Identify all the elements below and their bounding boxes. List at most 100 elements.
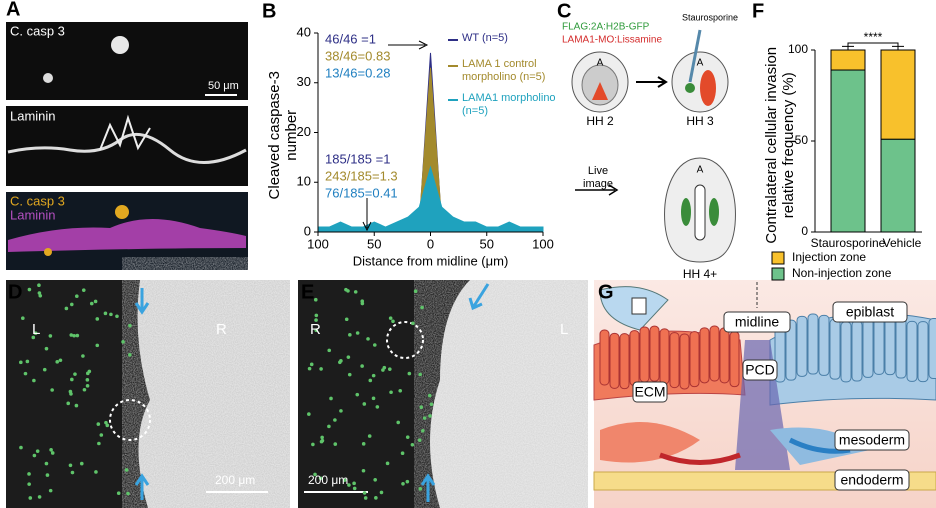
gfp-cell [27,472,31,476]
gfp-cell [371,396,376,401]
cell [906,320,918,382]
gfp-cell [97,441,101,446]
side-label: L [32,321,40,338]
cell [669,332,680,389]
dashed-circle [109,399,151,441]
gfp-cell [105,423,110,428]
gfp-cell [81,288,86,292]
x-tick-label: 50 [367,236,381,251]
casp3-render [44,248,52,256]
arrowhead [608,184,619,196]
scale-bar-label: 200 μm [308,473,348,487]
gfp-cell [362,491,367,495]
x-axis-label: Distance from midline (μm) [353,253,509,268]
gfp-cell [371,373,376,378]
illustration-label: epiblast [846,304,894,320]
cell [609,332,620,389]
cell [785,319,797,381]
gfp-cell [42,367,47,372]
gfp-cell [33,331,38,335]
construct-label: LAMA1-MO:Lissamine [562,35,662,46]
gfp-cell [85,384,90,388]
gfp-cell [87,369,92,374]
gfp-cell [81,354,85,358]
legend-entry: LAMA 1 control morpholino (n=5) [462,58,546,83]
illustration-label: endoderm [840,472,903,488]
gfp-cell [74,403,79,408]
gfp-cell [368,378,373,383]
gfp-cell [389,390,393,395]
gfp-cell [19,360,23,365]
gfp-cell [75,294,79,298]
illustration-label: PCD [745,362,775,378]
cell [709,325,720,382]
gfp-cell [374,496,378,500]
annotation-arrow [388,40,429,50]
gfp-cell [313,297,318,302]
gfp-cell [126,491,130,496]
y-tick-label: 0 [801,224,808,238]
gfp-cell [37,283,41,287]
annotation: 38/46=0.83 [325,48,390,63]
gfp-cell [311,442,315,447]
gfp-cell [375,405,380,409]
stage-label: HH 2 [586,114,614,128]
cell [818,314,830,376]
label-box [832,301,908,323]
legend-swatch [771,267,785,281]
illustration-label: mesoderm [839,432,905,448]
panel-letter: F [752,0,764,22]
cell [719,327,730,384]
arrow-label: Live image [583,165,613,190]
x-tick-label: Staurosporine [811,236,886,250]
arrowhead [657,76,668,88]
texture [430,280,588,508]
gfp-cell [32,378,36,383]
inset-box [631,297,647,315]
cell [873,313,885,375]
significance-bracket [847,42,899,48]
cell [917,321,929,383]
gfp-cell [352,486,357,491]
micrograph [6,22,248,100]
bar-segment [880,138,916,233]
label-box [834,469,910,491]
gfp-cell [362,402,367,406]
gfp-cell [353,290,358,294]
gfp-cell [333,442,338,446]
gfp-cell [96,422,101,426]
annotation: 46/46 =1 [325,31,376,46]
laminin-render [8,219,246,252]
midline-arrow [420,283,490,502]
gfp-cell [410,442,415,447]
cell [796,315,808,377]
gfp-cell [28,496,33,500]
gfp-cell [314,328,318,333]
gfp-cell [333,418,337,422]
gfp-cell [348,333,352,337]
gfp-cell [55,360,60,364]
significance: **** [864,30,883,44]
gfp-cell [95,343,100,348]
gfp-cell [38,293,43,298]
gfp-cell [49,448,53,452]
gfp-cell [427,393,432,398]
gfp-cell [68,463,73,468]
side-label: R [310,321,321,338]
cell [689,331,700,388]
gfp-cell [320,435,324,440]
texture [137,280,290,508]
panel-letter: C [557,0,571,22]
gfp-cell [320,438,325,443]
gfp-cell [99,433,104,437]
needle [688,29,702,83]
gfp-cell [50,451,55,455]
gfp-cell [25,359,30,364]
image-label: Laminin [10,108,56,123]
gfp-cell [391,319,395,324]
gfp-cell [413,289,418,294]
gfp-cell [48,334,53,338]
cell [679,333,690,390]
gfp-cell [64,306,69,311]
